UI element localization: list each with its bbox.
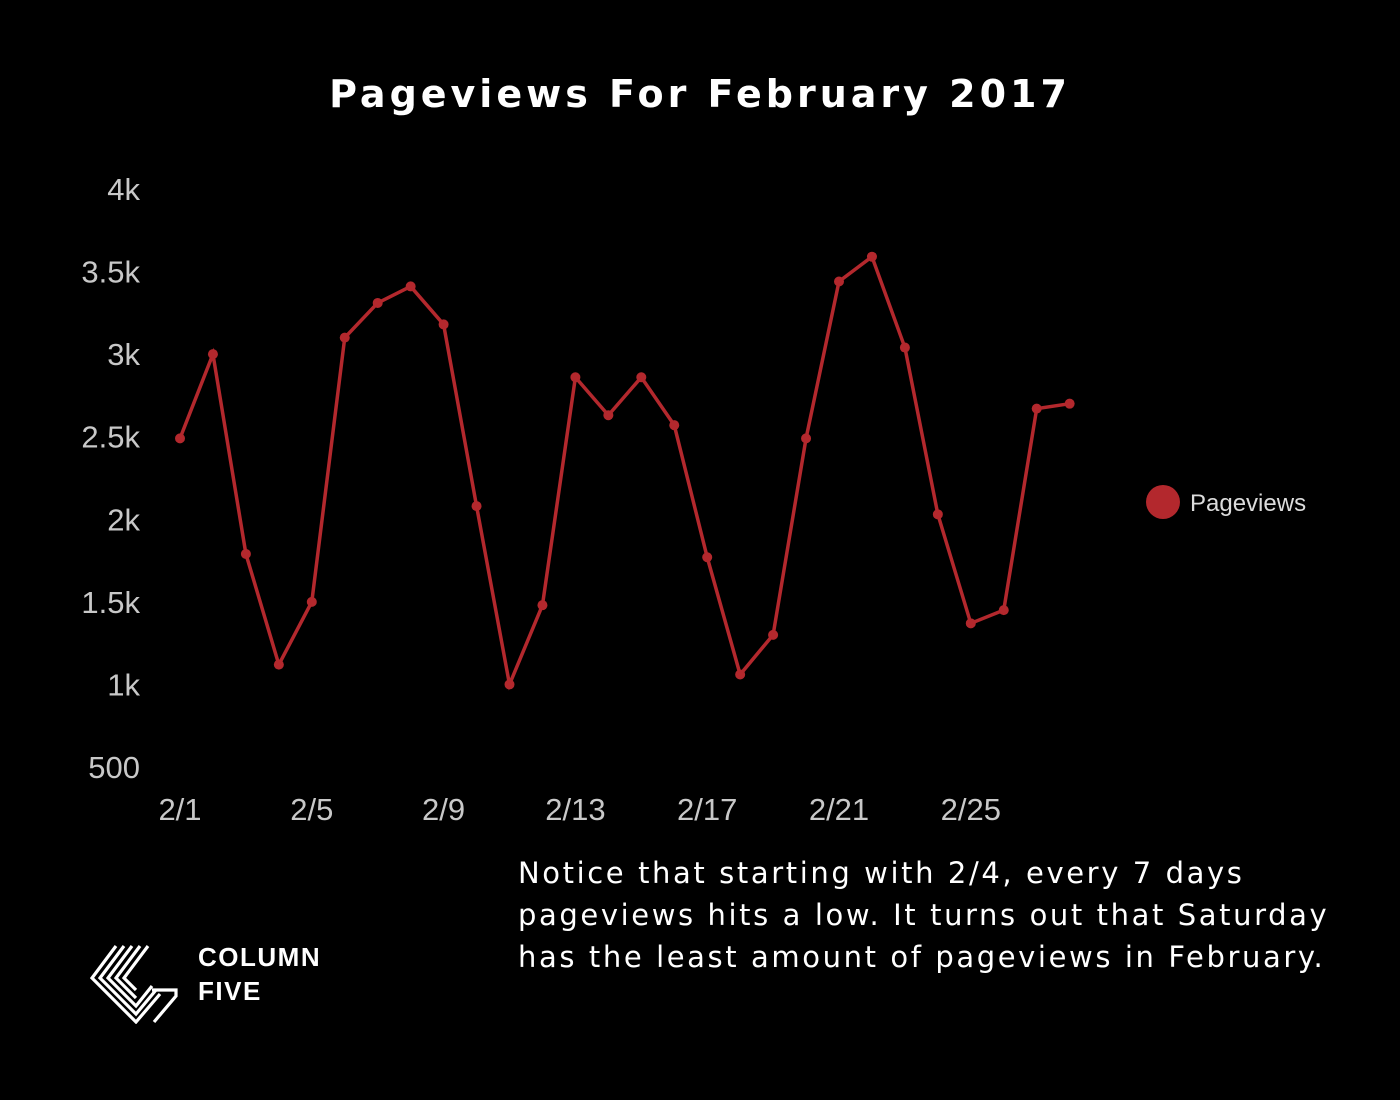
y-tick-label: 4k (107, 172, 140, 207)
data-point[interactable] (537, 600, 548, 611)
brand-logo: COLUMN FIVE (90, 938, 340, 1028)
data-point[interactable] (339, 332, 350, 343)
x-tick-label: 2/21 (809, 792, 869, 827)
data-point[interactable] (899, 342, 910, 353)
data-point[interactable] (735, 669, 746, 680)
data-point[interactable] (866, 251, 877, 262)
x-tick-label: 2/9 (422, 792, 465, 827)
x-tick-label: 2/13 (545, 792, 605, 827)
y-tick-label: 2.5k (81, 420, 140, 455)
legend-label[interactable]: Pageviews (1190, 490, 1306, 517)
y-tick-label: 1k (107, 667, 140, 702)
data-point[interactable] (965, 618, 976, 629)
data-point[interactable] (603, 410, 614, 421)
y-tick-label: 2k (107, 502, 140, 537)
brand-line-2: FIVE (198, 976, 262, 1006)
data-point[interactable] (801, 433, 812, 444)
legend-marker[interactable] (1146, 485, 1180, 519)
data-point[interactable] (240, 548, 251, 559)
data-point[interactable] (438, 319, 449, 330)
x-tick-label: 2/17 (677, 792, 737, 827)
data-point[interactable] (932, 509, 943, 520)
data-point[interactable] (273, 659, 284, 670)
data-point[interactable] (669, 420, 680, 431)
data-point[interactable] (834, 276, 844, 287)
y-tick-label: 3.5k (81, 255, 140, 290)
x-tick-label: 2/25 (941, 792, 1001, 827)
brand-wordmark: COLUMN FIVE (198, 940, 321, 1008)
data-point[interactable] (570, 372, 581, 383)
data-point[interactable] (1031, 403, 1042, 414)
series-layer (175, 251, 1075, 691)
chart-title: Pageviews For February 2017 (329, 72, 1071, 116)
x-tick-label: 2/5 (290, 792, 333, 827)
data-point[interactable] (372, 297, 383, 308)
data-point[interactable] (768, 629, 779, 640)
column-five-logo-icon (90, 945, 178, 1024)
y-axis: 500 1k 1.5k 2k 2.5k 3k 3.5k 4k (81, 172, 140, 785)
y-tick-label: 3k (107, 337, 140, 372)
data-point[interactable] (504, 679, 515, 690)
y-tick-label: 500 (88, 750, 140, 785)
data-point[interactable] (636, 372, 647, 383)
x-axis: 2/1 2/5 2/9 2/13 2/17 2/21 2/25 (158, 792, 1001, 827)
annotation-text: Notice that starting with 2/4, every 7 d… (518, 856, 1330, 974)
y-tick-label: 1.5k (81, 585, 140, 620)
series-line-pageviews (178, 253, 1070, 691)
data-point[interactable] (998, 605, 1009, 616)
data-point[interactable] (1064, 398, 1075, 409)
data-point[interactable] (306, 596, 317, 607)
data-point[interactable] (207, 349, 218, 360)
x-tick-label: 2/1 (158, 792, 201, 827)
legend[interactable]: Pageviews (1146, 485, 1306, 519)
data-point[interactable] (175, 433, 185, 444)
data-point[interactable] (405, 281, 416, 292)
data-point[interactable] (702, 552, 713, 563)
data-point[interactable] (471, 501, 482, 512)
brand-line-1: COLUMN (198, 942, 322, 972)
